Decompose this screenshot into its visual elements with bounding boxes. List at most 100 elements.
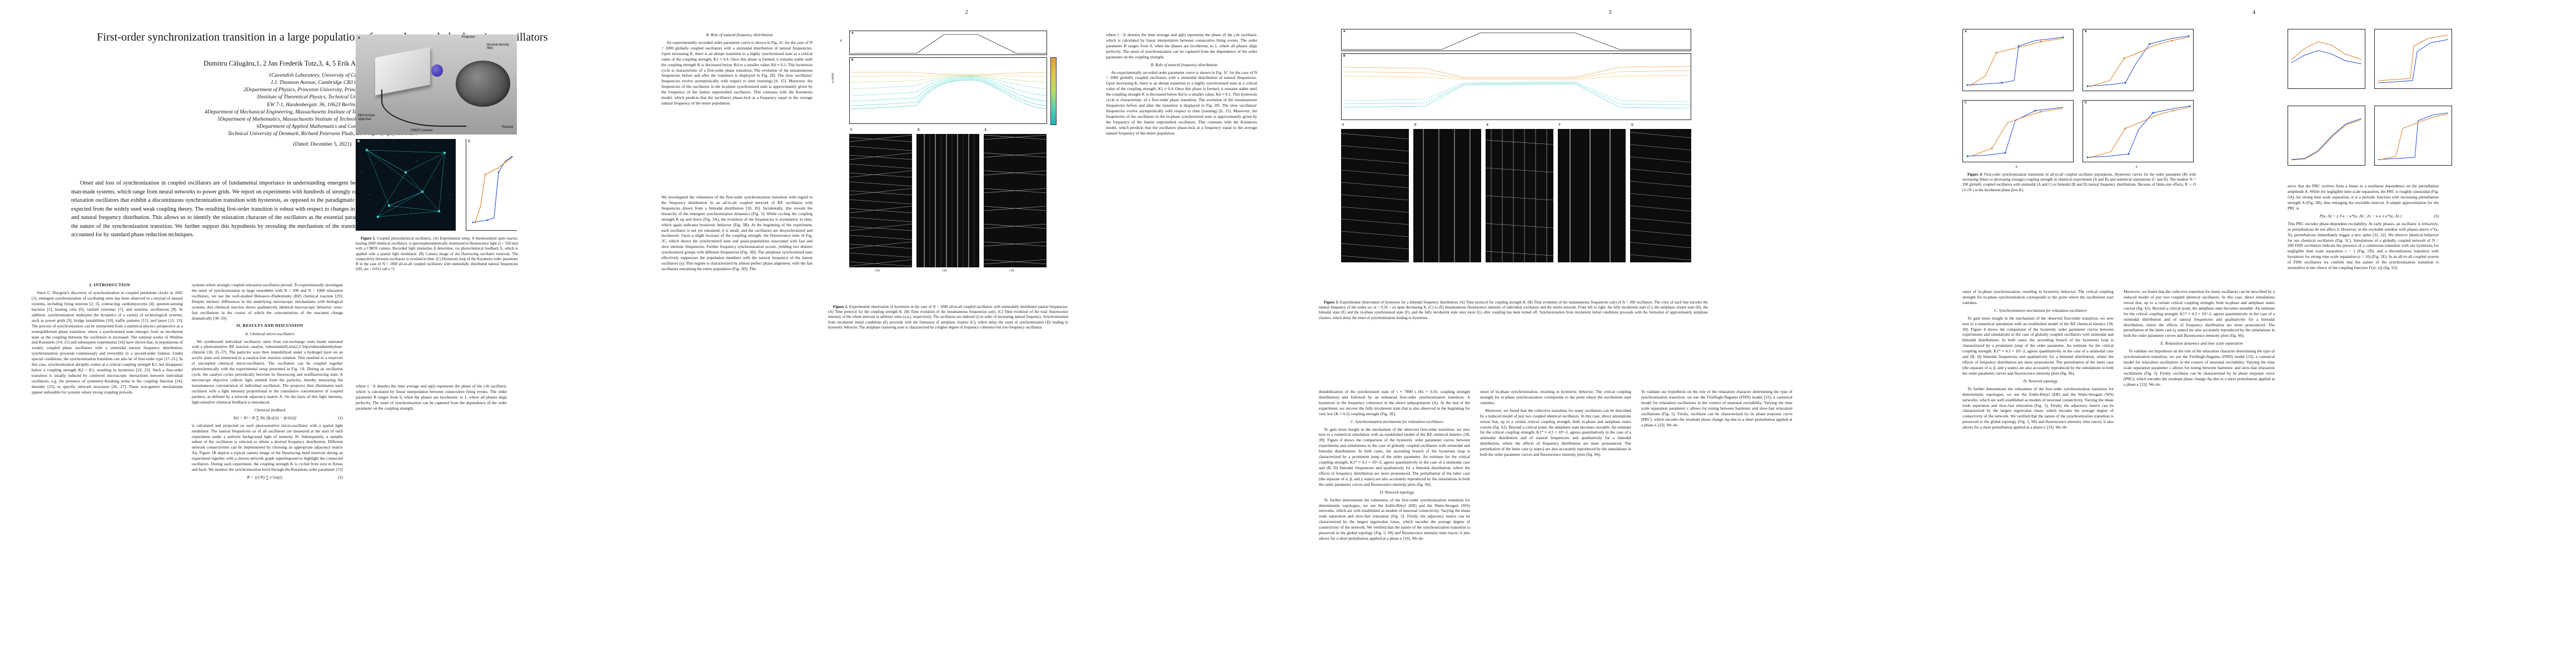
prc-linear bbox=[2291, 41, 2362, 64]
figure-4: A B C bbox=[1962, 29, 2196, 169]
subsection-heading-sync: C. Synchronization mechanism for relaxat… bbox=[1994, 307, 2087, 313]
affiliation: 6Department of Applied Mathematics and C… bbox=[256, 123, 388, 130]
panel-label-a: A bbox=[358, 37, 361, 40]
affiliation: 5Department of Mathematics, Massachusett… bbox=[217, 116, 427, 122]
paragraph: To validate our hypothesis on the role o… bbox=[1641, 389, 1792, 427]
hysteresis-d bbox=[2086, 105, 2191, 158]
panel-label-c: C bbox=[850, 128, 853, 132]
subsection-heading-relax-time: E. Relaxation dynamics and time scale se… bbox=[2160, 341, 2243, 346]
abstract: Onset and loss of synchronization in cou… bbox=[71, 179, 405, 240]
figure-3-panel-a: A bbox=[1341, 29, 1691, 51]
figure-4-panel-a: A bbox=[1962, 29, 2074, 91]
affiliation: 2Department of Physics, Princeton Univer… bbox=[243, 87, 401, 93]
neutral-density-filter-label: Neutral density filter bbox=[487, 43, 510, 51]
page-1: arXiv:1812.04727v2 [nlin.AO] 12 Oct 2020… bbox=[0, 0, 645, 667]
kymograph-c3 bbox=[1341, 129, 1409, 262]
figure-4-caption-wrap: Figure 4. First-order synchronization tr… bbox=[1962, 172, 2196, 283]
affiliation: Technical University of Denmark, Richard… bbox=[227, 131, 417, 137]
cable-shape bbox=[381, 89, 467, 127]
page2-column-2: where ⟨···⟩t denotes the time average an… bbox=[1106, 32, 1257, 633]
hysteresis-plot: C bbox=[466, 139, 517, 231]
panel-label-b: B bbox=[2085, 30, 2087, 33]
hysteresis-curve-svg bbox=[472, 156, 513, 223]
figure-3-panel-e bbox=[1485, 129, 1554, 262]
hysteresis-b bbox=[2086, 35, 2190, 87]
oscillator-network-image: B bbox=[356, 139, 456, 231]
figure-5-panel-e bbox=[2374, 106, 2452, 166]
bimodal-frequency-traces bbox=[1342, 66, 1691, 109]
hysteresis-a bbox=[1966, 36, 2064, 86]
subsection-heading-topology: D. Network topology bbox=[2023, 378, 2058, 384]
panel-label-f: F bbox=[1559, 123, 1561, 127]
paragraph: systems where strongly coupled relaxatio… bbox=[192, 282, 343, 321]
paragraph: where ⟨···⟩t denotes the time average an… bbox=[1106, 32, 1257, 59]
paragraph: onset of in-phase synchronization, resul… bbox=[1962, 289, 2114, 305]
figure-3-caption: Figure 3. Experimental observation of hy… bbox=[1319, 300, 1708, 321]
figure-3-caption-text: Experimental observation of hysteresis f… bbox=[1319, 301, 1708, 320]
figure-4-panel-d: D bbox=[2082, 100, 2194, 162]
equation-2-body: R = |(1/N) ∑ e^{iφj}| bbox=[247, 475, 283, 480]
figure-3-panel-c bbox=[1341, 129, 1409, 262]
figure-2: A K B ω bbox=[828, 31, 1067, 292]
figure-2-caption-lead: Figure 2. bbox=[833, 305, 848, 309]
kymograph-e bbox=[983, 134, 1047, 267]
figure-3-panel-b: B bbox=[1341, 53, 1691, 120]
page2-column-1-top: B. Role of natural frequency distributio… bbox=[661, 32, 813, 188]
axis-label-k-d: K bbox=[2136, 166, 2138, 169]
figure-1-caption-text: Coupled photochemical oscillators. (A) E… bbox=[356, 237, 518, 272]
dated-line: (Dated: December 5, 2021) bbox=[293, 141, 352, 147]
panel-label-c: C bbox=[468, 140, 471, 143]
kymograph-g3 bbox=[1630, 129, 1692, 262]
paragraph: To gain more insight in the mechanism of… bbox=[1962, 315, 2114, 376]
figure-4-caption-lead: Figure 4. bbox=[1967, 173, 1983, 177]
hysteresis-c bbox=[1966, 107, 2064, 157]
figure-2-panel-c bbox=[849, 134, 913, 267]
figure-2-panel-a: A bbox=[849, 31, 1047, 55]
panel-label-d: D bbox=[918, 128, 920, 132]
figure-3-caption-wrap: Figure 3. Experimental observation of hy… bbox=[1319, 300, 1708, 400]
equation-1: I(t) = I0 + K ∑ Aij [f(cj(t)) − f(ci(t))… bbox=[233, 415, 343, 420]
axis-label-k-c: K bbox=[2016, 166, 2018, 169]
paragraph: onset of in-phase synchronization, resul… bbox=[1480, 389, 1631, 405]
kymograph-c bbox=[849, 134, 913, 267]
panel-label-d: D bbox=[2085, 101, 2087, 104]
paragraph: An experimentally recorded order paramet… bbox=[661, 39, 813, 106]
page3-column-2: onset of in-phase synchronization, resul… bbox=[1480, 389, 1631, 645]
subsection-heading-natfreq: B. Role of natural frequency distributio… bbox=[706, 32, 773, 37]
section-heading-results: II. RESULTS AND DISCUSSION bbox=[236, 323, 303, 328]
panel-label-b: B bbox=[1343, 54, 1346, 58]
equation-3-body: P(κ, A) = { 0 κ < κ*(κ, A) ; 2π − κ κ ≥ … bbox=[2319, 213, 2402, 218]
paragraph: Moreover, we found that the collective t… bbox=[1480, 407, 1631, 457]
page-title: First-order synchronization transition i… bbox=[97, 31, 548, 43]
subsection-heading-topology: D. Network topology bbox=[1379, 489, 1414, 495]
figure-5-panel-b bbox=[2374, 29, 2452, 89]
axis-label-t-e: t (s) bbox=[1009, 269, 1014, 272]
page3-column-1: destabilization of the synchronized stat… bbox=[1319, 389, 1470, 645]
figure-5-panel-d bbox=[2288, 106, 2365, 166]
subsection-heading-sync: C. Synchronization mechanism for relaxat… bbox=[1351, 419, 1443, 424]
axis-label-k: K bbox=[840, 39, 843, 43]
author-list: Dumitru Călugăru,1, 2 Jan Frederik Totz,… bbox=[203, 59, 441, 67]
axis-label-omega: ω (mHz) bbox=[831, 73, 835, 83]
paragraph: We synthesized individual oscillatory un… bbox=[192, 339, 343, 405]
coupling-protocol-trace-3 bbox=[1343, 32, 1691, 50]
reactor-label: Reactor bbox=[501, 126, 514, 129]
equation-2: R = |(1/N) ∑ e^{iφj}| (2) bbox=[247, 475, 343, 480]
page4-column-3: serve that the PRC evolves from a linear… bbox=[2288, 183, 2439, 639]
paragraph: where ⟨···⟩t denotes the time average an… bbox=[356, 384, 507, 411]
coupling-protocol-trace bbox=[851, 34, 1047, 54]
figure-2-caption: Figure 2. Experimental observation of hy… bbox=[828, 305, 1068, 330]
figure-4-panel-c: C bbox=[1962, 100, 2074, 162]
network-graph-svg bbox=[360, 148, 451, 218]
reactor-box-shape bbox=[375, 47, 430, 96]
page4-column-1: onset of in-phase synchronization, resul… bbox=[1962, 289, 2114, 645]
lens-shape bbox=[431, 64, 443, 77]
axis-label-t-d: t (s) bbox=[942, 269, 947, 272]
fhn-discontinuous bbox=[2378, 112, 2449, 161]
panel-label-a: A bbox=[851, 32, 854, 35]
figure-3: A B bbox=[1319, 29, 1708, 290]
kymograph-d3 bbox=[1413, 129, 1481, 262]
figure-5-panels-ab bbox=[2288, 29, 2454, 96]
paragraph: is calculated and projected on each phot… bbox=[192, 422, 343, 472]
figure-1-caption-lead: Figure 1. bbox=[361, 237, 376, 241]
